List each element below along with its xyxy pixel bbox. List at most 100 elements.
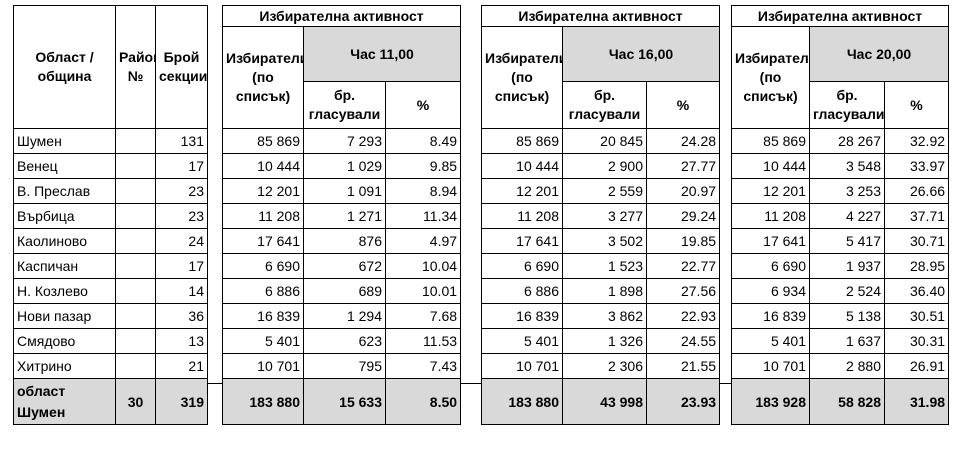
total-voted-count: 43 998 (562, 378, 647, 425)
voted-count: 623 (303, 328, 386, 354)
sections-count: 36 (155, 303, 208, 329)
region-info-table: Област / община Район № Брой секции Шуме… (13, 5, 208, 425)
voted-count: 5 417 (809, 228, 885, 254)
voted-count: 1 523 (562, 253, 647, 279)
voters-count: 10 701 (222, 353, 304, 379)
table-row: 12 201 2 559 20.97 (481, 178, 721, 204)
table-row: Смядово 13 (13, 328, 208, 354)
percent-header: % (645, 81, 721, 129)
table-row: 5 401 1 637 30.31 (731, 328, 950, 354)
voters-count: 85 869 (731, 128, 810, 154)
voters-header: Избиратели (по списък) (222, 26, 304, 129)
voted-count: 3 502 (562, 228, 647, 254)
voters-count: 16 839 (731, 303, 810, 329)
turnout-percent: 20.97 (645, 178, 721, 204)
voted-count: 3 277 (562, 203, 647, 229)
voters-header: Избиратели (по списък) (481, 26, 563, 129)
table-row: 5 401 623 11.53 (222, 328, 462, 354)
voted-count: 20 845 (562, 128, 647, 154)
voters-header: Избиратели (по списък) (731, 26, 810, 129)
voted-count: 795 (303, 353, 386, 379)
district-number (115, 178, 156, 204)
activity-2000-table: Избирателна активност Избиратели (по спи… (730, 5, 950, 425)
hour-header: Час 16,00 (561, 26, 721, 82)
voters-count: 10 444 (481, 153, 563, 179)
table-row: Каспичан 17 (13, 253, 208, 279)
sections-count: 131 (155, 128, 208, 154)
voted-count: 3 253 (809, 178, 885, 204)
turnout-percent: 36.40 (883, 278, 950, 304)
table-row: 10 444 1 029 9.85 (222, 153, 462, 179)
voted-count: 689 (303, 278, 386, 304)
sections-header: Брой секции (155, 5, 208, 129)
turnout-percent: 29.24 (645, 203, 721, 229)
total-turnout-percent: 23.93 (645, 378, 721, 425)
table-row: 6 690 1 523 22.77 (481, 253, 721, 279)
turnout-percent: 22.77 (645, 253, 721, 279)
turnout-percent: 32.92 (883, 128, 950, 154)
region-header: Област / община (13, 5, 116, 129)
table-row: 16 839 5 138 30.51 (731, 303, 950, 329)
table-row: 85 869 28 267 32.92 (731, 128, 950, 154)
voters-count: 6 690 (222, 253, 304, 279)
table-row: 10 701 795 7.43 (222, 353, 462, 379)
total-sections-count: 319 (155, 378, 208, 425)
total-district-number: 30 (115, 378, 156, 425)
percent-header: % (883, 81, 950, 129)
municipality-name: Върбица (13, 203, 116, 229)
voted-count: 1 637 (809, 328, 885, 354)
sections-count: 17 (155, 253, 208, 279)
voters-count: 85 869 (222, 128, 304, 154)
voters-count: 6 886 (481, 278, 563, 304)
voted-count: 1 898 (562, 278, 647, 304)
divider-line (207, 383, 222, 384)
table-row: 11 208 1 271 11.34 (222, 203, 462, 229)
turnout-percent: 7.43 (384, 353, 462, 379)
voters-count: 10 444 (731, 153, 810, 179)
total-voted-count: 58 828 (809, 378, 885, 425)
table-row: 10 701 2 880 26.91 (731, 353, 950, 379)
activity-header: Избирателна активност (730, 5, 950, 27)
district-header: Район № (115, 5, 156, 129)
table-row: В. Преслав 23 (13, 178, 208, 204)
voted-count: 2 900 (562, 153, 647, 179)
table-row: 17 641 5 417 30.71 (731, 228, 950, 254)
table-row: 12 201 3 253 26.66 (731, 178, 950, 204)
voted-count: 672 (303, 253, 386, 279)
turnout-percent: 4.97 (384, 228, 462, 254)
voters-count: 12 201 (731, 178, 810, 204)
voted-count: 5 138 (809, 303, 885, 329)
voters-count: 16 839 (222, 303, 304, 329)
table-row: Венец 17 (13, 153, 208, 179)
table-row: 85 869 7 293 8.49 (222, 128, 462, 154)
voters-count: 11 208 (481, 203, 563, 229)
voters-count: 10 701 (481, 353, 563, 379)
voted-count: 3 548 (809, 153, 885, 179)
table-row: 10 701 2 306 21.55 (481, 353, 721, 379)
table-row: 6 886 689 10.01 (222, 278, 462, 304)
table-row: 12 201 1 091 8.94 (222, 178, 462, 204)
voted-count: 1 937 (809, 253, 885, 279)
total-row: област Шумен 30 319 (13, 378, 208, 425)
voters-count: 5 401 (222, 328, 304, 354)
district-number (115, 203, 156, 229)
turnout-percent: 22.93 (645, 303, 721, 329)
voted-header: бр. гласували (303, 81, 386, 129)
district-number (115, 253, 156, 279)
turnout-percent: 24.55 (645, 328, 721, 354)
table-row: Нови пазар 36 (13, 303, 208, 329)
table-row: 16 839 1 294 7.68 (222, 303, 462, 329)
voters-count: 6 934 (731, 278, 810, 304)
turnout-percent: 26.91 (883, 353, 950, 379)
voted-count: 28 267 (809, 128, 885, 154)
voted-count: 1 029 (303, 153, 386, 179)
table-row: Хитрино 21 (13, 353, 208, 379)
turnout-percent: 30.71 (883, 228, 950, 254)
table-row: 6 690 672 10.04 (222, 253, 462, 279)
total-row: 183 880 15 633 8.50 (222, 378, 462, 425)
activity-1100-table: Избирателна активност Избиратели (по спи… (221, 5, 462, 425)
district-number (115, 153, 156, 179)
table-row: Върбица 23 (13, 203, 208, 229)
voters-count: 10 444 (222, 153, 304, 179)
voted-count: 2 524 (809, 278, 885, 304)
